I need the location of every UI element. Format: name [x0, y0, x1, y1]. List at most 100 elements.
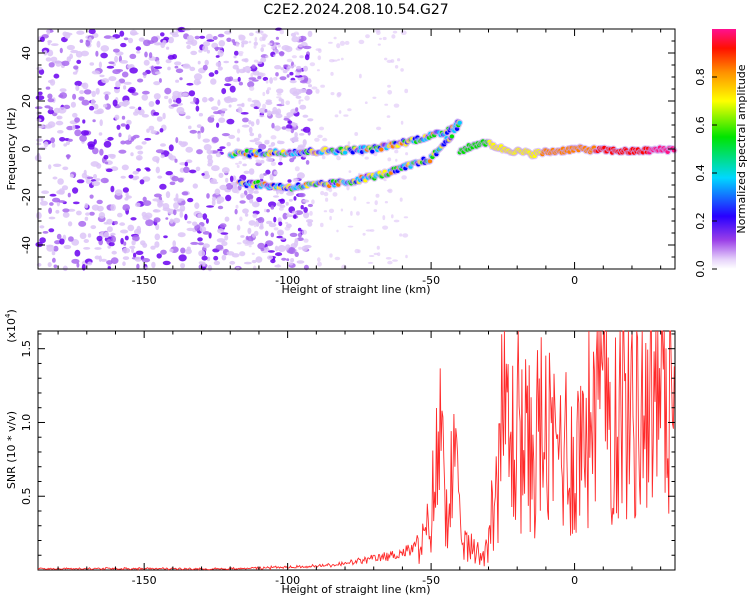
noise-blob — [103, 231, 110, 239]
noise-blob — [59, 137, 66, 142]
noise-blob — [298, 43, 303, 48]
noise-blob — [150, 245, 156, 250]
noise-blob — [303, 238, 309, 243]
spectrogram-marks — [34, 26, 678, 272]
noise-blob — [36, 66, 43, 71]
noise-blob — [89, 211, 95, 216]
noise-blob — [307, 221, 313, 227]
noise-blob — [111, 235, 116, 243]
noise-blob — [278, 98, 283, 102]
noise-blob — [180, 247, 186, 254]
noise-blob — [185, 115, 191, 120]
noise-blob — [210, 114, 215, 118]
noise-blob — [267, 110, 272, 117]
noise-blob — [62, 166, 69, 171]
noise-blob — [224, 76, 232, 82]
trace-trail-upper — [226, 118, 463, 160]
noise-blob — [198, 112, 203, 117]
noise-blob — [317, 134, 323, 139]
noise-blob — [260, 72, 266, 77]
noise-blob — [71, 239, 80, 246]
noise-blob — [179, 211, 184, 218]
noise-blob — [278, 207, 284, 211]
noise-blob — [249, 86, 255, 91]
noise-blob — [127, 37, 134, 44]
noise-blob — [48, 207, 52, 214]
noise-blob — [186, 44, 191, 50]
noise-blob — [280, 67, 285, 71]
noise-blob — [121, 164, 129, 171]
noise-blob — [237, 76, 241, 82]
noise-blob — [185, 146, 193, 153]
noise-blob — [166, 46, 170, 50]
noise-blob — [190, 241, 199, 245]
noise-blob — [400, 68, 404, 72]
noise-blob — [175, 79, 180, 83]
noise-blob — [294, 240, 299, 247]
noise-blob — [298, 88, 307, 93]
noise-blob — [165, 217, 169, 220]
noise-blob — [248, 40, 252, 44]
noise-blob — [322, 137, 328, 142]
noise-blob — [150, 130, 157, 135]
noise-blob — [118, 78, 126, 84]
noise-blob — [208, 232, 212, 239]
noise-blob — [223, 60, 230, 64]
noise-blob — [79, 90, 85, 95]
noise-blob — [107, 136, 114, 141]
noise-blob — [250, 103, 256, 108]
noise-blob — [330, 71, 334, 76]
noise-blob — [110, 232, 116, 236]
noise-blob — [386, 59, 393, 64]
noise-blob — [167, 66, 171, 71]
noise-blob — [182, 141, 189, 146]
noise-blob — [99, 74, 105, 78]
noise-blob — [35, 95, 45, 101]
noise-blob — [291, 121, 295, 127]
noise-blob — [72, 71, 78, 75]
noise-blob — [76, 179, 85, 184]
noise-blob — [286, 74, 290, 78]
noise-blob — [267, 87, 272, 91]
noise-blob — [328, 208, 335, 213]
noise-blob — [271, 122, 275, 129]
noise-blob — [156, 60, 160, 65]
noise-blob — [205, 33, 213, 41]
noise-blob — [127, 64, 133, 69]
noise-blob — [250, 121, 255, 127]
noise-blob — [343, 114, 349, 117]
noise-blob — [206, 205, 214, 208]
noise-blob — [135, 46, 142, 51]
noise-blob — [298, 192, 306, 198]
noise-blob — [273, 227, 279, 231]
noise-blob — [138, 106, 142, 111]
noise-blob — [294, 178, 299, 182]
noise-blob — [78, 220, 87, 227]
noise-blob — [368, 255, 375, 257]
noise-blob — [336, 92, 341, 98]
noise-blob — [226, 142, 231, 147]
noise-blob — [338, 110, 342, 114]
noise-blob — [296, 260, 305, 264]
noise-blob — [202, 138, 210, 143]
noise-blob — [122, 261, 126, 267]
noise-blob — [273, 77, 278, 81]
noise-blob — [225, 183, 234, 190]
noise-blob — [94, 255, 101, 260]
noise-blob — [118, 101, 125, 107]
noise-blob — [133, 175, 140, 180]
noise-blob — [265, 79, 269, 84]
noise-blob — [391, 214, 394, 219]
noise-blob — [96, 40, 101, 48]
noise-blob — [74, 129, 82, 137]
noise-blob — [399, 197, 403, 202]
noise-blob — [189, 66, 196, 72]
noise-blob — [138, 37, 145, 42]
noise-blob — [123, 85, 127, 90]
noise-blob — [79, 134, 87, 142]
noise-blob — [211, 42, 219, 49]
noise-blob — [290, 258, 295, 263]
noise-blob — [130, 217, 137, 221]
noise-blob — [189, 129, 198, 134]
noise-blob — [253, 41, 258, 46]
